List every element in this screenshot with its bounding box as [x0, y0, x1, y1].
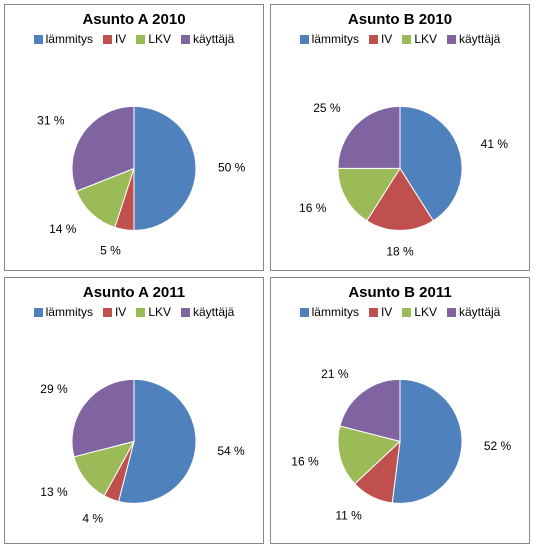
- legend-item-iv: IV: [369, 305, 392, 319]
- legend-item-lammitys: lämmitys: [300, 32, 359, 46]
- legend-label: LKV: [414, 32, 437, 46]
- legend-swatch-icon: [103, 35, 112, 44]
- legend-item-iv: IV: [103, 305, 126, 319]
- legend-item-lammitys: lämmitys: [34, 32, 93, 46]
- legend-swatch-icon: [181, 35, 190, 44]
- panel-a2010: Asunto A 2010 lämmitys IV LKV käyttäjä 50 %…: [4, 4, 264, 271]
- legend-label: lämmitys: [312, 32, 359, 46]
- legend-label: käyttäjä: [459, 32, 500, 46]
- legend-item-lammitys: lämmitys: [300, 305, 359, 319]
- legend-swatch-icon: [402, 35, 411, 44]
- pie-slice-kayttaja: [338, 106, 400, 168]
- slice-label-iv: 4 %: [82, 512, 103, 526]
- legend-label: käyttäjä: [193, 305, 234, 319]
- legend-item-kayttaja: käyttäjä: [181, 305, 234, 319]
- legend-label: käyttäjä: [193, 32, 234, 46]
- panel-b2010: Asunto B 2010 lämmitys IV LKV käyttäjä 41 %…: [270, 4, 530, 271]
- pie-chart: 52 % 11 % 16 % 21 %: [275, 321, 525, 539]
- panel-title: Asunto A 2011: [83, 284, 185, 301]
- legend-label: IV: [115, 32, 126, 46]
- legend-label: LKV: [414, 305, 437, 319]
- pie-chart: 54 % 4 % 13 % 29 %: [9, 321, 259, 539]
- legend-swatch-icon: [136, 308, 145, 317]
- legend-item-lkv: LKV: [402, 32, 437, 46]
- slice-label-lammitys: 54 %: [217, 444, 245, 458]
- legend-item-lammitys: lämmitys: [34, 305, 93, 319]
- pie-slice-lammitys: [134, 106, 196, 230]
- legend-swatch-icon: [300, 308, 309, 317]
- slice-label-iv: 11 %: [335, 508, 362, 522]
- legend-swatch-icon: [447, 35, 456, 44]
- slice-label-lkv: 13 %: [40, 485, 68, 499]
- legend-label: LKV: [148, 32, 171, 46]
- legend-swatch-icon: [34, 308, 43, 317]
- legend-label: IV: [115, 305, 126, 319]
- legend-label: käyttäjä: [459, 305, 500, 319]
- slice-label-lammitys: 52 %: [484, 439, 512, 453]
- legend: lämmitys IV LKV käyttäjä: [34, 32, 235, 46]
- slice-label-kayttaja: 21 %: [321, 367, 349, 381]
- legend-swatch-icon: [34, 35, 43, 44]
- panel-a2011: Asunto A 2011 lämmitys IV LKV käyttäjä 54 %…: [4, 277, 264, 544]
- slice-label-kayttaja: 31 %: [37, 113, 65, 127]
- slice-label-lkv: 16 %: [291, 454, 319, 468]
- legend-item-kayttaja: käyttäjä: [447, 305, 500, 319]
- slice-label-kayttaja: 29 %: [40, 382, 68, 396]
- legend-label: IV: [381, 305, 392, 319]
- legend: lämmitys IV LKV käyttäjä: [300, 305, 501, 319]
- slice-label-lkv: 16 %: [299, 201, 327, 215]
- legend-label: lämmitys: [312, 305, 359, 319]
- legend-swatch-icon: [369, 308, 378, 317]
- legend-label: IV: [381, 32, 392, 46]
- legend-swatch-icon: [181, 308, 190, 317]
- legend-item-iv: IV: [103, 32, 126, 46]
- legend-label: LKV: [148, 305, 171, 319]
- legend-item-lkv: LKV: [136, 32, 171, 46]
- legend-label: lämmitys: [46, 32, 93, 46]
- legend-label: lämmitys: [46, 305, 93, 319]
- legend-swatch-icon: [136, 35, 145, 44]
- pie-slice-lammitys: [392, 379, 462, 503]
- legend: lämmitys IV LKV käyttäjä: [34, 305, 235, 319]
- legend-item-kayttaja: käyttäjä: [447, 32, 500, 46]
- panel-title: Asunto B 2010: [348, 11, 452, 28]
- panel-title: Asunto A 2010: [82, 11, 185, 28]
- legend: lämmitys IV LKV käyttäjä: [300, 32, 501, 46]
- legend-swatch-icon: [369, 35, 378, 44]
- slice-label-lkv: 14 %: [49, 222, 77, 236]
- legend-item-lkv: LKV: [136, 305, 171, 319]
- slice-label-iv: 5 %: [100, 244, 121, 258]
- slice-label-lammitys: 41 %: [481, 137, 509, 151]
- pie-chart: 41 % 18 % 16 % 25 %: [275, 48, 525, 266]
- legend-item-kayttaja: käyttäjä: [181, 32, 234, 46]
- legend-item-lkv: LKV: [402, 305, 437, 319]
- pie-chart: 50 % 5 % 14 % 31 %: [9, 48, 259, 266]
- slice-label-kayttaja: 25 %: [313, 101, 341, 115]
- slice-label-iv: 18 %: [386, 245, 414, 259]
- panel-title: Asunto B 2011: [348, 284, 451, 301]
- chart-grid: Asunto A 2010 lämmitys IV LKV käyttäjä 50 %…: [0, 0, 534, 548]
- legend-swatch-icon: [447, 308, 456, 317]
- legend-swatch-icon: [402, 308, 411, 317]
- legend-swatch-icon: [103, 308, 112, 317]
- legend-swatch-icon: [300, 35, 309, 44]
- panel-b2011: Asunto B 2011 lämmitys IV LKV käyttäjä 52 %…: [270, 277, 530, 544]
- legend-item-iv: IV: [369, 32, 392, 46]
- slice-label-lammitys: 50 %: [218, 161, 246, 175]
